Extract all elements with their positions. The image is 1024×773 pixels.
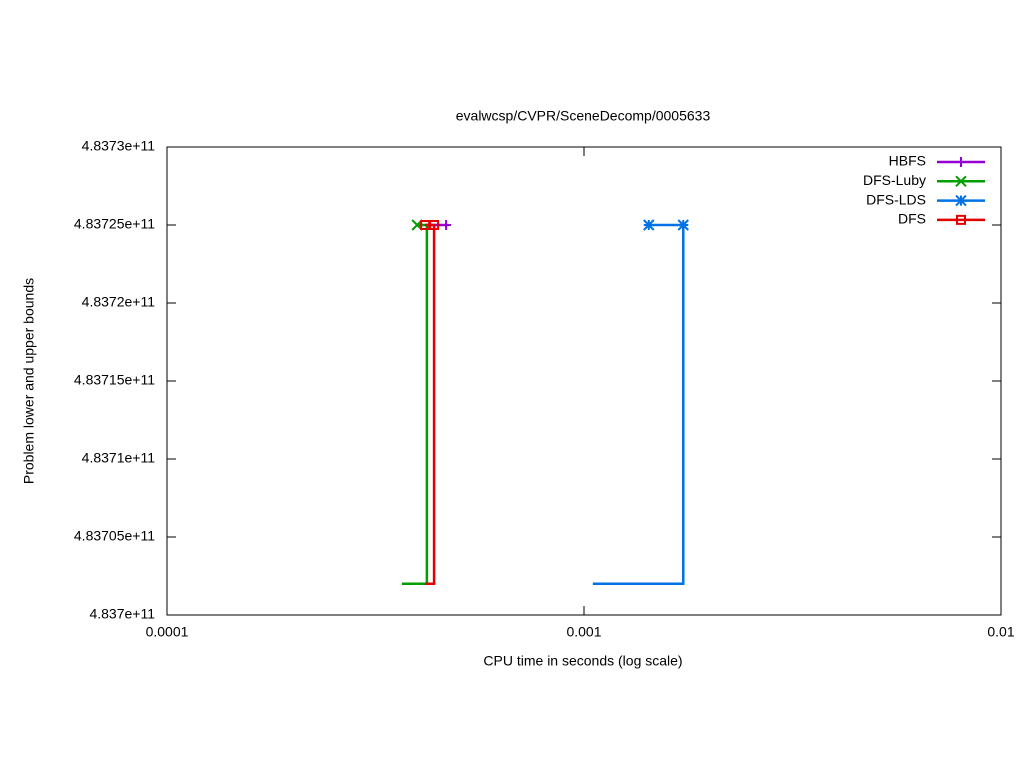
legend-label: DFS	[898, 211, 926, 227]
y-tick-label: 4.83725e+11	[74, 216, 155, 232]
y-axis-label: Problem lower and upper bounds	[21, 278, 37, 484]
legend-marker	[955, 175, 967, 188]
legend-label: DFS-LDS	[866, 191, 926, 207]
chart-title: evalwcsp/CVPR/SceneDecomp/0005633	[456, 108, 711, 124]
y-tick-label: 4.83715e+11	[74, 372, 155, 388]
y-tick-label: 4.8372e+11	[82, 294, 156, 310]
x-tick-label: 0.01	[987, 624, 1014, 640]
legend-label: HBFS	[889, 153, 926, 169]
legend-marker	[956, 214, 966, 225]
y-tick-label: 4.83705e+11	[74, 528, 155, 544]
marker	[643, 219, 655, 231]
y-tick-label: 4.837e+11	[89, 606, 155, 622]
x-axis-label: CPU time in seconds (log scale)	[483, 653, 682, 669]
legend-label: DFS-Luby	[863, 172, 926, 188]
marker	[429, 220, 440, 230]
series-line	[592, 223, 685, 586]
legend-marker	[956, 157, 966, 167]
y-tick-label: 4.8371e+11	[82, 450, 156, 466]
marker	[441, 220, 452, 230]
marker	[677, 219, 689, 231]
legend-marker	[955, 194, 967, 207]
x-tick-label: 0.0001	[146, 624, 189, 640]
x-tick-label: 0.001	[566, 624, 601, 640]
y-tick-label: 4.8373e+11	[82, 138, 156, 154]
